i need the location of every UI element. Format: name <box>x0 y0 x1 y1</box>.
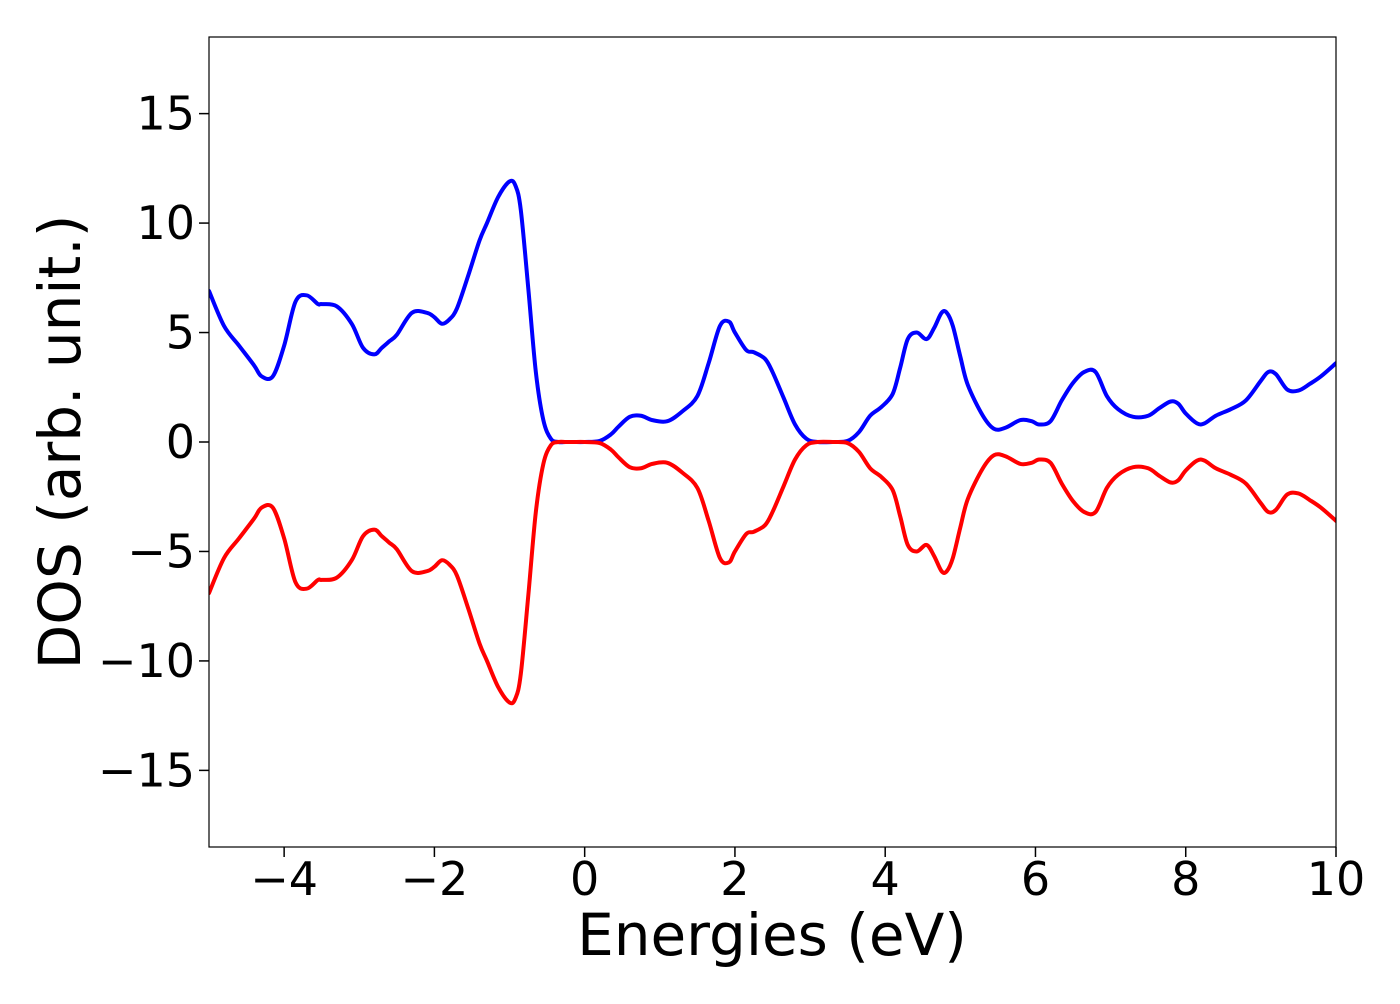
x-tick-label: 8 <box>1171 852 1200 906</box>
x-tick-label: 4 <box>871 852 900 906</box>
y-tick-label: −10 <box>98 634 195 688</box>
x-axis: −4 −2 0 2 4 6 8 10 <box>250 847 1365 906</box>
x-tick-label: −2 <box>400 852 468 906</box>
x-tick-label: 10 <box>1307 852 1366 906</box>
x-tick-label: 2 <box>720 852 749 906</box>
x-tick-label: 6 <box>1021 852 1050 906</box>
series-layer <box>209 178 1336 706</box>
y-tick-label: 5 <box>166 306 195 360</box>
x-axis-title: Energies (eV) <box>577 901 967 969</box>
y-tick-label: 15 <box>136 87 195 141</box>
y-tick-label: −5 <box>127 524 195 578</box>
x-tick-label: 0 <box>570 852 599 906</box>
x-tick-label: −4 <box>250 852 318 906</box>
y-tick-label: −15 <box>98 743 195 797</box>
y-axis-title: DOS (arb. unit.) <box>26 215 94 670</box>
y-axis: 15 10 5 0 −5 −10 −15 <box>98 87 209 797</box>
y-tick-label: 10 <box>136 196 195 250</box>
series-line-positive <box>209 178 1336 445</box>
plot-frame <box>208 36 1337 848</box>
y-tick-label: 0 <box>166 415 195 469</box>
series-line-negative <box>209 439 1336 706</box>
